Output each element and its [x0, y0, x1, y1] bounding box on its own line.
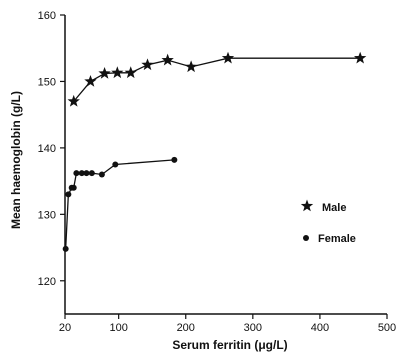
legend-label-female: Female [318, 233, 356, 245]
data-point-male [221, 51, 235, 64]
y-tick-label: 120 [38, 276, 56, 288]
y-axis-title: Mean haemoglobin (g/L) [9, 91, 23, 229]
data-point-female [62, 245, 69, 252]
data-point-male [141, 58, 154, 71]
data-point-male [111, 66, 124, 79]
data-point-male [98, 66, 111, 79]
data-point-male [184, 60, 198, 73]
legend-label-male: Male [322, 202, 346, 214]
x-tick-label: 500 [378, 322, 396, 334]
series-male [67, 51, 367, 107]
series-layer [62, 51, 367, 252]
data-point-female [73, 170, 80, 177]
legend-item-female: Female [303, 233, 356, 245]
data-point-male [124, 66, 137, 79]
legend-star-marker [300, 199, 314, 212]
data-point-male [67, 94, 80, 107]
data-point-female [98, 171, 105, 178]
x-axis-title: Serum ferritin (μg/L) [172, 338, 287, 352]
data-point-male [161, 53, 174, 66]
data-point-female [78, 170, 85, 177]
x-tick-label: 300 [244, 322, 262, 334]
x-tick-label: 200 [177, 322, 195, 334]
x-tick-label: 400 [311, 322, 329, 334]
x-tick-label: 100 [109, 322, 127, 334]
legend-star-glyph [300, 199, 314, 212]
legend: Male Female [300, 199, 356, 245]
data-point-female [70, 184, 77, 191]
data-point-female [83, 170, 90, 177]
series-line-male [73, 57, 361, 102]
y-tick-label: 140 [38, 143, 56, 155]
data-point-male [84, 74, 97, 87]
x-ticks: 20 100 200 300 400 500 [59, 314, 396, 334]
data-point-female [171, 156, 178, 163]
y-tick-label: 130 [38, 209, 56, 221]
y-ticks: 120 130 140 150 160 [38, 10, 65, 288]
legend-circle-marker [303, 235, 309, 241]
data-point-female [88, 170, 95, 177]
data-point-female [112, 161, 119, 168]
y-tick-label: 160 [38, 10, 56, 22]
x-tick-label: 20 [59, 322, 71, 334]
series-female [62, 156, 178, 252]
data-point-female [65, 191, 72, 198]
y-tick-label: 150 [38, 76, 56, 88]
legend-item-male: Male [300, 199, 346, 214]
legend-circle-glyph [303, 235, 309, 241]
data-point-male [353, 51, 367, 64]
